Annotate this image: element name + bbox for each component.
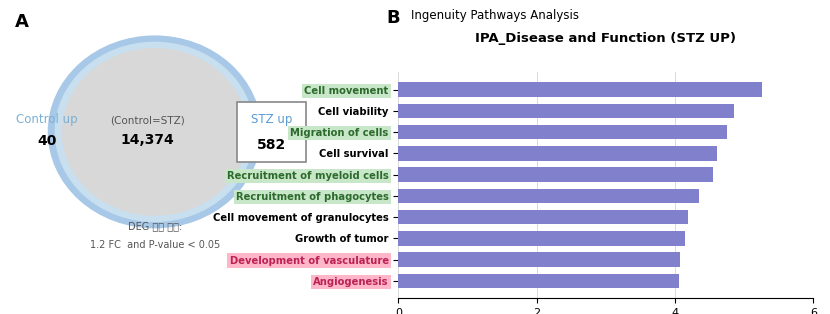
Text: (Control=STZ): (Control=STZ) xyxy=(110,116,185,126)
Bar xyxy=(398,83,762,97)
Bar xyxy=(398,125,727,139)
Text: STZ up: STZ up xyxy=(251,113,292,127)
Text: 40: 40 xyxy=(37,134,56,148)
Circle shape xyxy=(62,49,247,215)
Bar xyxy=(398,231,686,246)
FancyBboxPatch shape xyxy=(237,102,306,162)
Bar xyxy=(398,104,734,118)
Bar xyxy=(398,252,680,267)
Bar xyxy=(398,146,716,161)
Text: Ingenuity Pathways Analysis: Ingenuity Pathways Analysis xyxy=(411,9,579,22)
Bar xyxy=(398,189,699,203)
Circle shape xyxy=(56,42,254,221)
Text: A: A xyxy=(15,13,29,30)
Text: DEG 판단 기준:: DEG 판단 기준: xyxy=(128,221,182,231)
Bar xyxy=(398,210,687,224)
Text: 1.2 FC  and P-value < 0.05: 1.2 FC and P-value < 0.05 xyxy=(90,240,220,250)
Title: IPA_Disease and Function (STZ UP): IPA_Disease and Function (STZ UP) xyxy=(476,32,736,45)
Text: Control up: Control up xyxy=(16,113,77,126)
Bar xyxy=(398,273,679,288)
Text: 582: 582 xyxy=(256,138,286,152)
Text: 14,374: 14,374 xyxy=(121,133,174,147)
Circle shape xyxy=(48,36,261,228)
Text: B: B xyxy=(386,9,399,27)
Bar xyxy=(398,167,713,182)
